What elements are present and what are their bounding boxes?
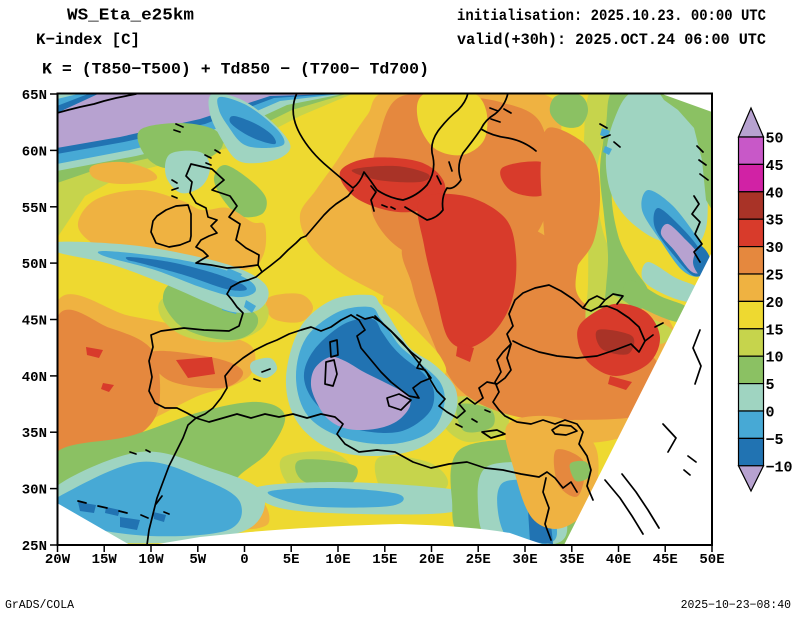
svg-text:15: 15 [766, 322, 784, 339]
svg-text:−5: −5 [766, 432, 784, 449]
svg-text:15E: 15E [372, 552, 397, 568]
svg-text:10W: 10W [138, 552, 164, 568]
svg-text:45N: 45N [22, 314, 47, 330]
svg-text:10E: 10E [325, 552, 350, 568]
svg-text:40N: 40N [22, 370, 47, 386]
svg-text:0: 0 [766, 405, 775, 422]
svg-text:WS_Eta_e25km: WS_Eta_e25km [67, 7, 194, 26]
svg-text:25: 25 [766, 268, 784, 285]
svg-text:5: 5 [766, 377, 775, 394]
svg-text:15W: 15W [92, 552, 118, 568]
svg-text:30N: 30N [22, 483, 47, 499]
svg-text:5W: 5W [189, 552, 206, 568]
svg-text:60N: 60N [22, 144, 47, 160]
svg-text:35E: 35E [559, 552, 584, 568]
svg-text:35: 35 [766, 213, 784, 230]
svg-text:45E: 45E [653, 552, 678, 568]
svg-text:65N: 65N [22, 88, 47, 104]
svg-text:20: 20 [766, 295, 784, 312]
svg-text:valid(+30h): 2025.OCT.24 06:00: valid(+30h): 2025.OCT.24 06:00 UTC [457, 31, 766, 49]
svg-text:55N: 55N [22, 201, 47, 217]
svg-text:25N: 25N [22, 539, 47, 555]
svg-text:0: 0 [240, 552, 248, 568]
svg-text:50E: 50E [699, 552, 724, 568]
svg-text:50: 50 [766, 131, 784, 148]
svg-text:30: 30 [766, 240, 784, 257]
svg-text:40: 40 [766, 185, 784, 202]
svg-text:10: 10 [766, 350, 784, 367]
svg-text:25E: 25E [466, 552, 491, 568]
svg-text:20W: 20W [45, 552, 71, 568]
svg-text:K−index [C]: K−index [C] [36, 31, 140, 49]
svg-text:−10: −10 [766, 459, 793, 476]
svg-text:2025−10−23−08:40: 2025−10−23−08:40 [681, 599, 792, 612]
svg-text:5E: 5E [283, 552, 300, 568]
svg-text:K = (T850−T500) + Td850 − (T70: K = (T850−T500) + Td850 − (T700− Td700) [42, 61, 429, 79]
svg-text:GrADS/COLA: GrADS/COLA [5, 599, 74, 612]
svg-text:30E: 30E [512, 552, 537, 568]
svg-text:35N: 35N [22, 426, 47, 442]
svg-text:40E: 40E [606, 552, 631, 568]
svg-text:50N: 50N [22, 257, 47, 273]
svg-text:45: 45 [766, 158, 784, 175]
svg-text:20E: 20E [419, 552, 444, 568]
svg-text:initialisation: 2025.10.23. 00: initialisation: 2025.10.23. 00:00 UTC [457, 7, 766, 25]
